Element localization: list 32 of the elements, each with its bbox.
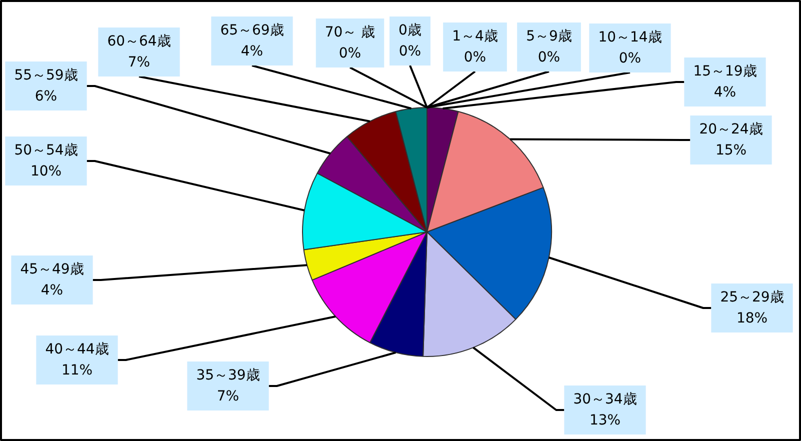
data-label: 10% <box>30 164 62 180</box>
slice-label: 55～59歳 <box>14 68 78 84</box>
category-label: 1～4歳 <box>452 28 498 45</box>
data-label: 4% <box>714 84 736 101</box>
data-label: 13% <box>589 412 621 429</box>
data-label: 4% <box>240 44 264 60</box>
slice-label: 15～19歳 <box>693 64 757 80</box>
text: 0% <box>538 50 560 66</box>
text: 0% <box>618 50 642 67</box>
data-label: 6% <box>34 88 58 105</box>
data-label: 7% <box>128 54 150 71</box>
slice-label: 65～69歳 <box>220 22 284 39</box>
slice-label: 20～24歳 <box>699 122 763 138</box>
text: 0% <box>338 46 362 62</box>
data-label: 11% <box>61 362 93 379</box>
data-label: 7% <box>216 388 240 405</box>
category-label: 5～9歳 <box>526 28 572 45</box>
data-label: 15% <box>715 142 747 159</box>
slice-label: 35～39歳 <box>196 368 260 384</box>
category-label: 10～14歳 <box>598 30 662 46</box>
slice-label: 40～44歳 <box>45 342 109 358</box>
category-label: 0歳 <box>398 22 422 39</box>
slice-label: 60～64歳 <box>107 34 171 50</box>
text: 0% <box>398 44 422 60</box>
slice-label: 25～29歳 <box>720 290 784 306</box>
category-label: 70～ 歳 <box>324 24 376 41</box>
data-label: 4% <box>40 282 64 299</box>
slice-label: 30～34歳 <box>573 392 637 408</box>
slice-label: 45～49歳 <box>20 262 84 278</box>
data-label: 18% <box>736 310 768 327</box>
slice-label: 50～54歳 <box>14 142 78 159</box>
text: 0% <box>464 50 486 66</box>
